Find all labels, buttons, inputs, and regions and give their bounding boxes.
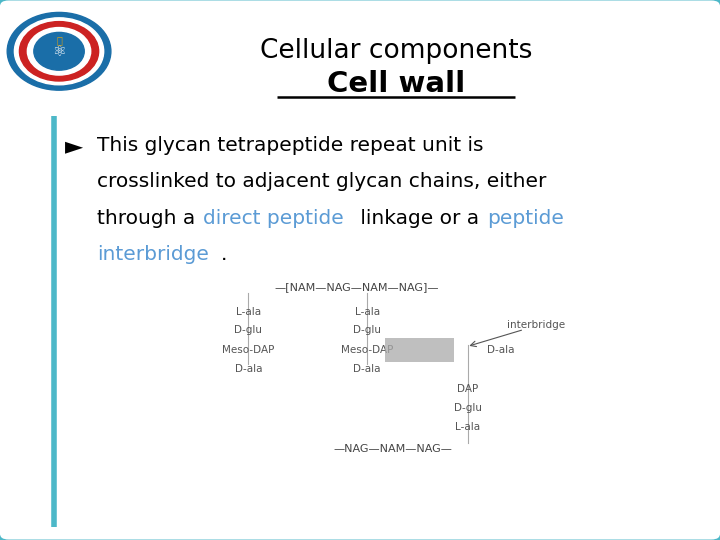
Text: D-glu: D-glu [354,326,381,335]
Circle shape [34,32,84,70]
Text: interbridge: interbridge [508,320,565,330]
Text: D-glu: D-glu [454,403,482,413]
Text: direct peptide: direct peptide [203,208,343,228]
Text: —NAG—NAM—NAG—: —NAG—NAM—NAG— [333,444,452,454]
Text: D-ala: D-ala [487,345,514,355]
Text: Cell wall: Cell wall [327,70,465,98]
Text: This glycan tetrapeptide repeat unit is: This glycan tetrapeptide repeat unit is [97,136,484,156]
Text: ►: ► [65,134,83,158]
Text: .: . [221,245,228,264]
Text: L-ala: L-ala [456,422,480,431]
Bar [385,338,454,362]
Text: peptide: peptide [487,208,564,228]
Text: interbridge: interbridge [97,245,209,264]
Text: L-ala: L-ala [355,307,379,317]
Circle shape [7,12,111,90]
Text: Meso-DAP: Meso-DAP [341,345,393,355]
Text: L-ala: L-ala [236,307,261,317]
Text: DAP: DAP [457,384,479,394]
Text: —[NAM—NAG—NAM—NAG]—: —[NAM—NAG—NAM—NAG]— [274,282,438,292]
Text: D-ala: D-ala [354,364,381,374]
Circle shape [27,28,91,75]
Text: Meso-DAP: Meso-DAP [222,345,274,355]
Text: crosslinked to adjacent glycan chains, either: crosslinked to adjacent glycan chains, e… [97,172,546,192]
Text: linkage or a: linkage or a [354,208,486,228]
Text: D-ala: D-ala [235,364,262,374]
Text: Cellular components: Cellular components [260,38,532,64]
Circle shape [14,18,104,85]
Circle shape [19,22,99,81]
Text: 🌾: 🌾 [56,35,62,45]
Text: through a: through a [97,208,202,228]
Text: ⚛: ⚛ [53,44,66,59]
Text: D-glu: D-glu [235,326,262,335]
